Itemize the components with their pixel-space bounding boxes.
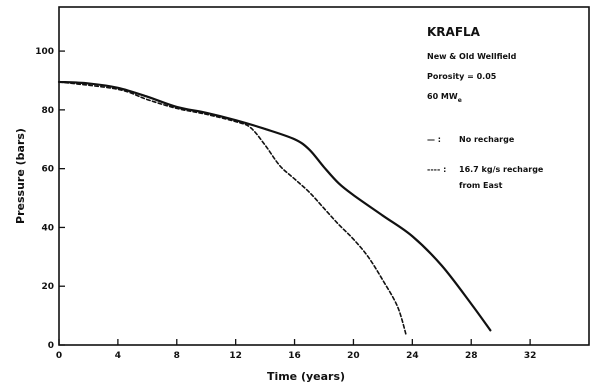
x-tick-label: 20 [347,351,360,361]
annotation-power: 60 MWe [427,92,462,104]
legend-label-recharge: 16.7 kg/s recharge [459,165,544,174]
x-axis-ticks: 0 4 8 12 16 20 24 28 32 [56,339,537,361]
y-tick-label: 80 [41,106,54,116]
y-axis-ticks: 0 20 40 60 80 100 [35,47,65,351]
y-tick-label: 0 [48,341,54,351]
x-tick-label: 4 [115,351,121,361]
y-axis-label: Pressure (bars) [14,128,27,224]
annotation-wellfield: New & Old Wellfield [427,52,517,61]
y-tick-label: 20 [41,282,54,292]
y-tick-label: 100 [35,47,54,57]
chart-title: KRAFLA [427,25,481,39]
x-tick-label: 8 [174,351,180,361]
legend-label-no-recharge: No recharge [459,135,515,144]
annotation-power-subscript: e [458,97,462,104]
plot-frame [58,6,590,346]
legend-label-recharge-line2: from East [459,181,503,190]
legend-marker-no-recharge: — : [427,135,441,144]
series-line-recharge [58,81,408,337]
annotation-porosity: Porosity = 0.05 [427,72,497,81]
y-tick-label: 40 [41,223,54,233]
annotation-power-main: 60 MW [427,92,458,101]
x-axis-label: Time (years) [267,370,345,383]
y-tick-label: 60 [41,165,54,175]
series-layer [57,80,492,337]
series-line-no-recharge [57,80,492,332]
x-tick-label: 16 [288,351,301,361]
x-tick-label: 32 [524,351,537,361]
x-tick-label: 12 [229,351,242,361]
x-tick-label: 24 [406,351,419,361]
x-tick-label: 28 [465,351,478,361]
x-tick-label: 0 [56,351,62,361]
legend-marker-recharge: ---- : [427,165,446,174]
